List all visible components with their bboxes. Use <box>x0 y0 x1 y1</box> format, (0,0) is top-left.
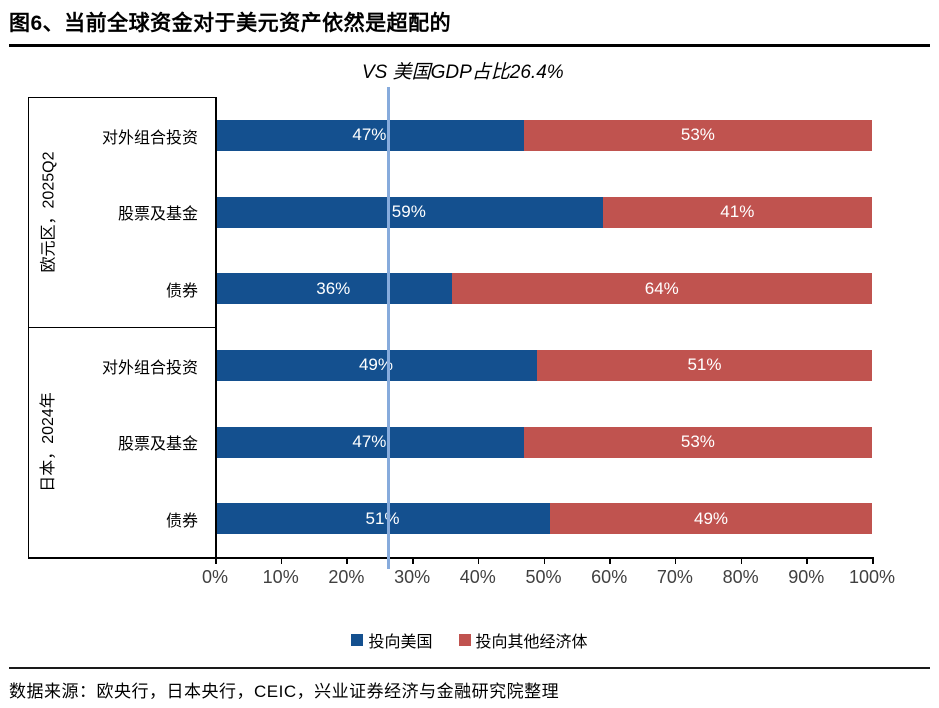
x-axis-tick <box>280 557 283 564</box>
bar-value-label: 51% <box>365 508 400 528</box>
x-axis-tick-label: 40% <box>459 567 496 587</box>
legend: 投向美国 投向其他经济体 <box>0 628 939 652</box>
x-axis-tick <box>215 557 217 564</box>
x-axis-line <box>28 557 872 559</box>
x-axis-tick <box>872 557 874 564</box>
bar-segment-us: 36% <box>215 273 452 305</box>
group-label: 欧元区，2025Q2 <box>40 151 58 273</box>
bar-segment-other: 64% <box>451 273 872 305</box>
chart-title: 图6、当前全球资金对于美元资产依然是超配的 <box>9 7 930 47</box>
bar-value-label: 41% <box>720 202 755 221</box>
x-axis-tick <box>412 557 414 564</box>
legend-item-other: 投向其他经济体 <box>458 628 588 652</box>
bar-row: 47% 53% <box>215 426 872 458</box>
category-label: 对外组合投资 <box>101 359 198 377</box>
x-axis-tick <box>543 557 545 564</box>
data-source-note: 数据来源：欧央行，日本央行，CEIC，兴业证券经济与金融研究院整理 <box>9 682 560 701</box>
bar-segment-us: 59% <box>215 196 603 228</box>
bar-segment-other: 49% <box>550 503 872 535</box>
x-axis-tick-label: 100% <box>848 567 896 587</box>
x-axis-tick <box>346 557 348 564</box>
bar-value-label: 47% <box>352 125 387 145</box>
bar-value-label: 51% <box>687 355 722 375</box>
group-label: 日本，2024年 <box>40 392 58 492</box>
category-label: 股票及基金 <box>117 206 198 224</box>
bar-row: 47% 53% <box>215 119 872 151</box>
x-axis-tick <box>740 557 743 564</box>
x-axis-tick <box>674 557 677 564</box>
legend-label-other: 投向其他经济体 <box>475 634 588 651</box>
bar-row: 59% 41% <box>215 196 872 228</box>
x-axis-tick-label: 80% <box>722 567 759 587</box>
category-axis-line <box>215 97 217 557</box>
bar-value-label: 36% <box>316 278 351 298</box>
x-axis-tick <box>477 557 480 564</box>
legend-swatch-us <box>351 634 364 646</box>
gdp-reference-line <box>386 87 390 569</box>
x-axis-tick-label: 60% <box>591 567 628 587</box>
x-axis-tick-label: 50% <box>525 567 562 587</box>
x-axis-tick-label: 20% <box>328 567 365 587</box>
x-axis-tick-label: 30% <box>394 567 431 587</box>
bar-segment-other: 41% <box>602 196 872 228</box>
bar-value-label: 53% <box>680 432 715 451</box>
bar-segment-other: 51% <box>536 349 872 381</box>
bar-row: 51% 49% <box>215 503 872 535</box>
x-axis-tick-label: 70% <box>656 567 693 587</box>
bar-value-label: 59% <box>391 202 426 221</box>
category-label: 对外组合投资 <box>101 129 198 147</box>
group-box <box>28 97 215 327</box>
group-box <box>28 327 215 557</box>
x-axis-tick <box>609 557 611 564</box>
bar-segment-other: 53% <box>523 426 872 458</box>
category-label: 债券 <box>165 512 198 530</box>
group-label-wrap: 日本，2024年 <box>28 327 64 557</box>
footer-divider <box>9 667 930 669</box>
bar-value-label: 49% <box>358 355 393 375</box>
category-label: 股票及基金 <box>117 436 198 454</box>
bar-value-label: 47% <box>352 432 387 451</box>
group-label-wrap: 欧元区，2025Q2 <box>28 97 64 327</box>
bar-segment-us: 47% <box>215 426 524 458</box>
bar-segment-us: 47% <box>215 119 524 151</box>
category-label: 债券 <box>165 282 198 300</box>
bar-row: 36% 64% <box>215 273 872 305</box>
bar-segment-us: 49% <box>215 349 537 381</box>
gdp-share-annotation: VS 美国GDP占比26.4% <box>362 62 564 83</box>
chart-canvas: 欧元区，2025Q2 对外组合投资 47% 53% 股票及基金 59% 41% 债券 36% 64… <box>0 87 939 657</box>
bar-segment-other: 53% <box>523 119 872 151</box>
legend-label-us: 投向美国 <box>368 634 433 651</box>
bar-value-label: 64% <box>644 278 679 298</box>
bar-segment-us: 51% <box>215 503 551 535</box>
x-axis-tick-label: 0% <box>201 567 228 587</box>
bar-value-label: 49% <box>694 508 729 528</box>
legend-swatch-other <box>458 634 471 646</box>
x-axis-tick-label: 10% <box>262 567 299 587</box>
x-axis-tick <box>806 557 808 564</box>
bar-row: 49% 51% <box>215 349 872 381</box>
x-axis-tick-label: 90% <box>788 567 825 587</box>
legend-item-us: 投向美国 <box>351 628 433 652</box>
bar-value-label: 53% <box>680 125 715 145</box>
